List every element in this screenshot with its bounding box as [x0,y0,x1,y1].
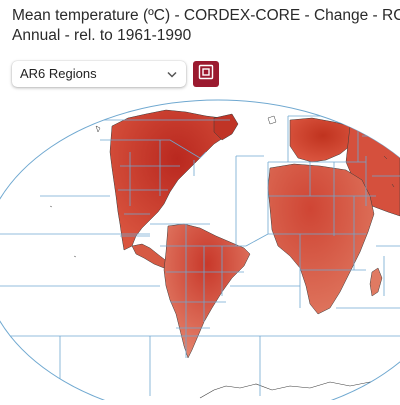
title-line-1: Mean temperature (ºC) - CORDEX-CORE - Ch… [12,7,400,24]
madagascar-landmass [369,267,383,297]
world-map[interactable] [0,96,400,405]
africa-landmass [267,163,375,315]
map-canvas [0,99,400,405]
antarctica-coastline [199,381,400,399]
chevron-down-icon [167,61,177,87]
title-line-2: Annual - rel. to 1961-1990 [12,27,192,44]
europe-landmass [289,117,357,163]
region-toggle-button[interactable] [193,61,219,87]
region-set-select-value: AR6 Regions [20,66,97,81]
region-set-select[interactable]: AR6 Regions [12,61,186,87]
ar6-region-grid [0,115,400,396]
greenland-landmass [213,113,239,141]
page-title: Mean temperature (ºC) - CORDEX-CORE - Ch… [12,6,400,46]
region-square-icon [198,64,214,85]
north-america-landmass [109,109,233,251]
